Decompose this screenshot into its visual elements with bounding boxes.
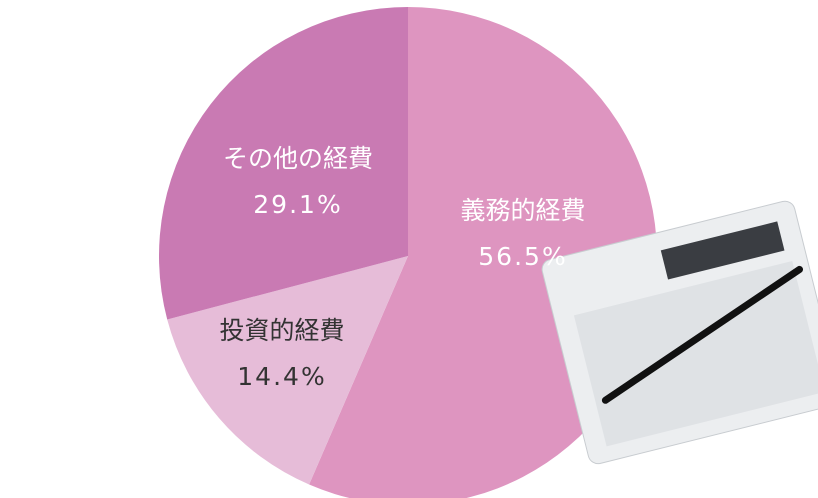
slice-value: 14.4% <box>237 362 326 391</box>
slice-name: 投資的経費 <box>219 316 344 345</box>
chart: 義務的経費 56.5% 投資的経費 14.4% その他の経費 29.1% <box>0 0 818 498</box>
slice-name: その他の経費 <box>223 144 373 173</box>
slice-value: 29.1% <box>253 190 342 219</box>
slice-name: 義務的経費 <box>460 196 585 225</box>
slice-value: 56.5% <box>478 242 567 271</box>
